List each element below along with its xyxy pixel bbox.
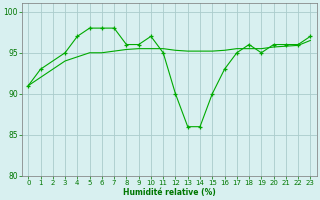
X-axis label: Humidité relative (%): Humidité relative (%) bbox=[123, 188, 216, 197]
